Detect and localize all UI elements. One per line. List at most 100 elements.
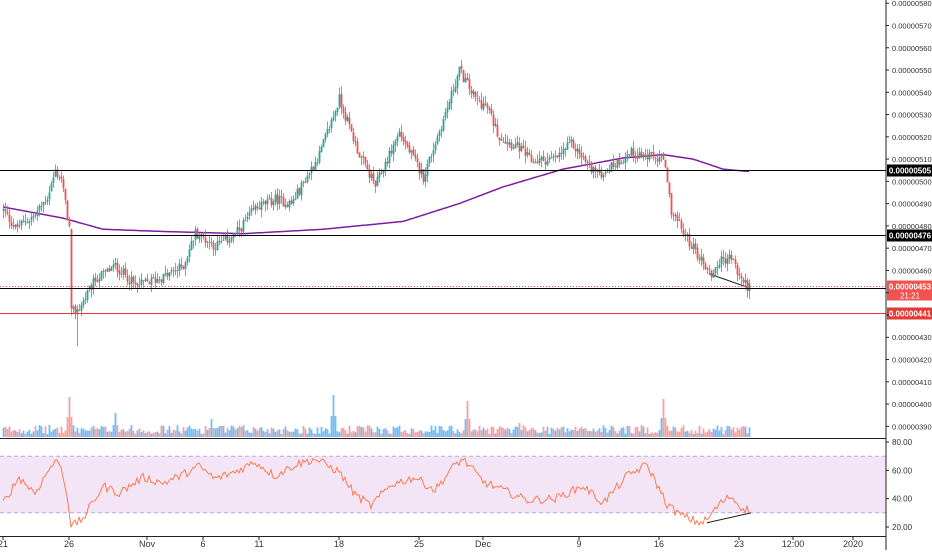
candle-body	[624, 158, 627, 163]
volume-bar	[496, 429, 499, 437]
volume-bar	[486, 428, 489, 437]
volume-bar	[60, 426, 63, 437]
price-tick-label: 0.00000490	[892, 200, 932, 209]
volume-bar	[352, 430, 355, 437]
volume-bar	[716, 425, 719, 437]
volume-bar	[458, 431, 461, 437]
horizontal-levels[interactable]: 0.000005050.000004760.000004520.00000441…	[0, 164, 932, 320]
candle-body	[68, 219, 71, 227]
candle-body	[66, 200, 69, 220]
candle-body	[228, 240, 231, 243]
candle-body	[654, 157, 657, 159]
volume-bar	[64, 430, 67, 437]
price-tick-label: 0.00000390	[892, 422, 932, 431]
volume-bar	[52, 429, 55, 437]
volume-bar	[178, 431, 181, 437]
volume-bar	[442, 430, 445, 437]
candle-body	[650, 151, 653, 154]
candle-body	[20, 220, 23, 226]
candle-body	[390, 150, 393, 154]
volume-bar	[500, 426, 503, 437]
volume-bar	[432, 430, 435, 437]
candle-body	[274, 194, 277, 203]
candle-body	[162, 274, 165, 284]
volume-bar	[66, 417, 69, 437]
candle-body	[466, 77, 469, 81]
volume-bar	[394, 427, 397, 437]
price-tick-label: 0.00000500	[892, 177, 932, 186]
volume-bar	[460, 433, 463, 437]
volume-bar	[400, 432, 403, 437]
volume-bar	[452, 431, 455, 437]
price-tick-label: 0.00000510	[892, 155, 932, 164]
volume-bar	[154, 432, 157, 437]
volume-bar	[652, 432, 655, 437]
volume-bar	[190, 428, 193, 437]
candle-body	[478, 100, 481, 101]
volume-bar	[666, 425, 669, 437]
volume-bar	[48, 425, 51, 437]
volume-bar	[414, 432, 417, 437]
volume-bar	[300, 433, 303, 437]
candle-body	[430, 156, 433, 158]
candle-body	[476, 98, 479, 99]
volume-bars	[2, 395, 751, 437]
candle-body	[330, 119, 333, 129]
time-tick-label: 6	[200, 539, 205, 549]
candle-body	[546, 160, 549, 166]
volume-bar	[284, 426, 287, 437]
candle-body	[6, 211, 9, 214]
volume-bar	[16, 431, 19, 437]
price-tick-label: 0.00000480	[892, 222, 932, 231]
volume-bar	[170, 432, 173, 437]
volume-bar	[376, 426, 379, 437]
volume-bar	[318, 433, 321, 437]
candle-body	[122, 268, 125, 275]
candle-body	[238, 227, 241, 230]
volume-bar	[598, 428, 601, 437]
volume-bar	[382, 429, 385, 437]
price-tick-label: 0.00000410	[892, 378, 932, 387]
volume-bar	[372, 432, 375, 437]
volume-bar	[290, 431, 293, 437]
candle-body	[18, 225, 21, 227]
volume-bar	[646, 427, 649, 437]
volume-bar	[656, 432, 659, 437]
candle-body	[556, 155, 559, 158]
candle-body	[180, 264, 183, 268]
volume-bar	[554, 430, 557, 437]
volume-bar	[422, 433, 425, 437]
candle-body	[218, 240, 221, 243]
volume-bar	[448, 426, 451, 437]
candle-body	[324, 133, 327, 140]
volume-bar	[398, 425, 401, 437]
volume-bar	[610, 425, 613, 437]
candle-body	[460, 65, 463, 70]
volume-bar	[628, 426, 631, 437]
candle-body	[338, 94, 341, 107]
volume-bar	[588, 430, 591, 437]
volume-bar	[260, 427, 263, 437]
candle-body	[464, 78, 467, 83]
candle-body	[362, 156, 365, 158]
candle-body	[432, 150, 435, 156]
candle-body	[12, 225, 15, 227]
candle-body	[54, 169, 57, 177]
volume-bar	[720, 427, 723, 437]
candle-body	[498, 137, 501, 141]
candle-body	[304, 181, 307, 184]
volume-bar	[222, 425, 225, 437]
candle-body	[740, 276, 743, 279]
volume-bar	[618, 430, 621, 437]
volume-bar	[140, 432, 143, 437]
candle-body	[158, 279, 161, 281]
volume-bar	[62, 432, 65, 437]
candle-body	[148, 282, 151, 284]
candle-body	[340, 94, 343, 109]
volume-bar	[120, 429, 123, 437]
volume-bar	[602, 425, 605, 437]
volume-bar	[130, 425, 133, 437]
time-tick-label: 26	[64, 539, 74, 549]
